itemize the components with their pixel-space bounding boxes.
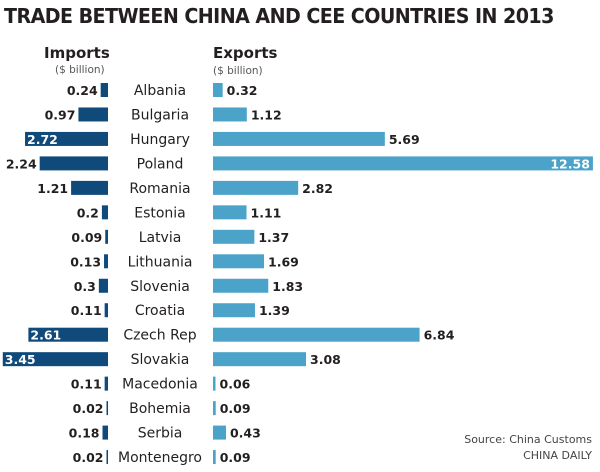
category-label: Slovakia [131, 352, 190, 368]
import-value-label: 2.61 [30, 328, 61, 343]
category-label: Latvia [139, 230, 182, 246]
category-label: Bulgaria [131, 107, 189, 123]
category-label: Bohemia [129, 401, 191, 417]
import-value-label: 0.3 [74, 279, 96, 294]
export-bar [213, 205, 247, 220]
export-bar [213, 425, 226, 440]
exports-header: Exports [213, 44, 278, 62]
export-bar [213, 229, 255, 244]
export-bar [213, 278, 269, 293]
export-bar [213, 180, 299, 195]
export-value-label: 5.69 [389, 132, 420, 147]
import-bar [106, 401, 108, 416]
category-label: Romania [129, 181, 190, 197]
source-text: Source: China Customs [464, 433, 592, 446]
import-value-label: 0.11 [71, 303, 102, 318]
import-value-label: 0.02 [73, 450, 104, 465]
import-bar [25, 131, 108, 146]
export-value-label: 3.08 [310, 352, 341, 367]
credit-text: CHINA DAILY [523, 449, 592, 462]
export-value-label: 0.06 [220, 377, 251, 392]
export-value-label: 0.09 [220, 401, 251, 416]
imports-unit: ($ billion) [55, 64, 105, 76]
export-value-label: 12.58 [550, 156, 590, 171]
source-note: Source: China Customs CHINA DAILY [464, 432, 592, 464]
export-bar [213, 327, 420, 342]
export-bar [213, 352, 307, 367]
import-bar [100, 83, 108, 97]
export-bar [213, 254, 265, 269]
export-value-label: 1.69 [268, 254, 299, 269]
import-bar [105, 229, 108, 244]
import-value-label: 0.24 [67, 83, 98, 98]
import-bar [28, 327, 108, 342]
export-value-label: 6.84 [424, 328, 455, 343]
imports-header: Imports [44, 44, 110, 62]
import-bar [71, 180, 108, 195]
chart-title: TRADE BETWEEN CHINA AND CEE COUNTRIES IN… [4, 4, 554, 28]
import-value-label: 2.24 [6, 156, 37, 171]
import-bar [104, 303, 108, 318]
category-label: Hungary [130, 132, 190, 148]
import-value-label: 2.72 [27, 132, 58, 147]
category-label: Albania [134, 83, 186, 99]
category-label: Serbia [138, 426, 183, 442]
import-bar [102, 425, 108, 440]
export-bar [213, 376, 216, 391]
import-value-label: 0.02 [73, 401, 104, 416]
import-bar [104, 376, 108, 391]
export-bar [213, 450, 216, 465]
category-label: Macedonia [122, 377, 198, 393]
import-value-label: 0.11 [71, 377, 102, 392]
export-value-label: 2.82 [302, 181, 333, 196]
export-bar [213, 303, 255, 318]
import-value-label: 0.18 [69, 426, 100, 441]
export-value-label: 0.43 [230, 426, 261, 441]
export-bar [213, 131, 385, 146]
import-value-label: 0.97 [45, 107, 76, 122]
category-label: Slovenia [130, 279, 190, 295]
import-value-label: 0.09 [71, 230, 102, 245]
category-label: Croatia [135, 303, 185, 319]
exports-unit: ($ billion) [213, 65, 263, 77]
export-value-label: 1.37 [258, 230, 289, 245]
export-bar [213, 401, 216, 416]
export-value-label: 0.09 [220, 450, 251, 465]
export-value-label: 1.83 [272, 279, 303, 294]
export-value-label: 1.11 [251, 205, 282, 220]
category-label: Poland [137, 156, 184, 172]
import-value-label: 0.13 [70, 254, 101, 269]
import-bar [2, 352, 108, 367]
export-bar [213, 156, 593, 171]
import-bar [104, 254, 108, 269]
import-bar [78, 107, 108, 122]
export-value-label: 0.32 [227, 83, 258, 98]
export-value-label: 1.12 [251, 107, 282, 122]
export-bar [213, 83, 223, 97]
category-label: Estonia [134, 205, 186, 221]
import-value-label: 0.2 [77, 205, 99, 220]
import-bar [39, 156, 108, 171]
category-label: Lithuania [128, 254, 193, 270]
export-bar [213, 107, 247, 122]
import-bar [101, 205, 108, 220]
category-label: Montenegro [118, 450, 202, 466]
export-value-label: 1.39 [259, 303, 290, 318]
import-bar [106, 450, 108, 465]
import-value-label: 1.21 [37, 181, 68, 196]
category-label: Czech Rep [123, 328, 196, 344]
import-bar [98, 278, 108, 293]
import-value-label: 3.45 [5, 352, 36, 367]
